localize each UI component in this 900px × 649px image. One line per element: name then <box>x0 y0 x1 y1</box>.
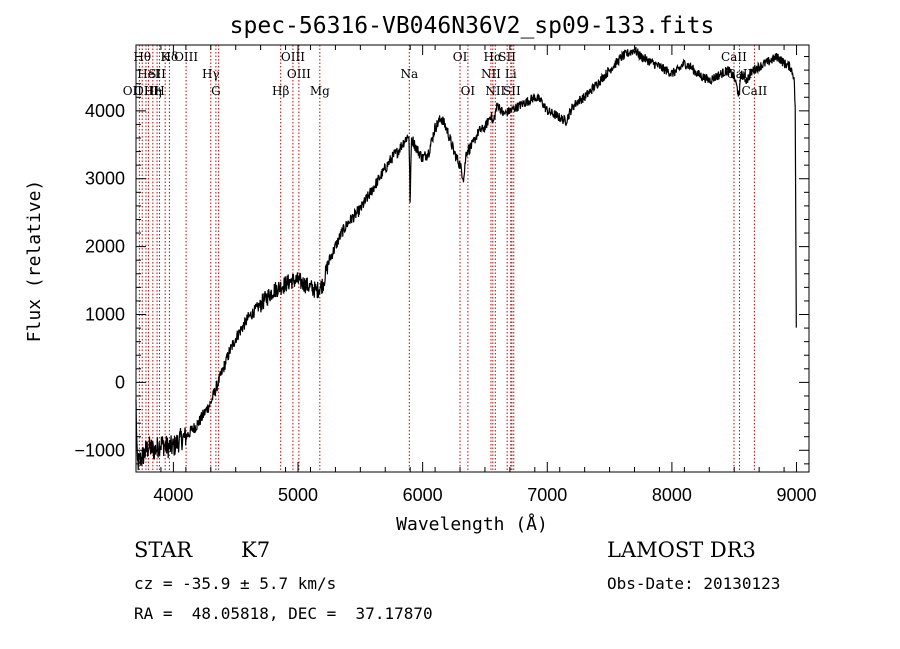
x-tick-label: 6000 <box>403 485 443 505</box>
y-tick-label: 2000 <box>85 237 125 257</box>
line-marker-label: OII <box>123 84 143 98</box>
line-marker-label: G <box>211 84 221 98</box>
line-marker-label: OI <box>461 84 476 98</box>
x-tick-label: 4000 <box>153 485 193 505</box>
x-tick-label: 7000 <box>527 485 567 505</box>
line-marker-label: NII <box>481 67 501 81</box>
object-subclass: K7 <box>241 538 271 562</box>
x-tick-label: 5000 <box>278 485 318 505</box>
y-tick-label: −1000 <box>74 440 125 460</box>
line-marker-label: Hβ <box>272 84 289 98</box>
line-marker-label: SII <box>498 50 516 64</box>
line-marker-label: Hθ <box>133 50 151 64</box>
line-marker-label: K <box>161 50 171 64</box>
line-marker-label: OIII <box>174 50 198 64</box>
line-marker-label: OIII <box>287 67 311 81</box>
line-marker-label: H <box>154 84 164 98</box>
y-axis-label: Flux (relative) <box>24 180 45 343</box>
line-marker-label: Hα <box>484 50 503 64</box>
line-marker-label: Na <box>400 67 418 81</box>
coordinates: RA = 48.05818, DEC = 37.17870 <box>134 604 433 623</box>
y-axis-ticks: −1000 0 1000 2000 3000 4000 <box>74 56 809 465</box>
plot-frame <box>135 44 810 473</box>
x-axis-ticks: 4000 5000 6000 7000 8000 9000 <box>135 45 817 505</box>
line-marker-label: Li <box>505 67 517 81</box>
line-marker-label: Mg <box>310 84 330 98</box>
line-marker-label: OIII <box>281 50 305 64</box>
y-tick-label: 1000 <box>85 305 125 325</box>
spectrum-line <box>135 46 797 471</box>
line-marker-label: CaII <box>721 50 747 64</box>
line-marker-label: SII <box>503 84 521 98</box>
line-marker-label: NII <box>485 84 505 98</box>
x-axis-label: Wavelength (Å) <box>396 513 548 535</box>
survey-name: LAMOST DR3 <box>607 538 756 562</box>
line-marker-label: SII <box>148 67 166 81</box>
line-marker-label: CaII <box>741 84 767 98</box>
x-tick-label: 8000 <box>652 485 692 505</box>
line-marker-label: HeI <box>137 67 160 81</box>
line-marker-label: OIII <box>134 84 158 98</box>
line-marker-label: OI <box>453 50 468 64</box>
line-marker-label: Hη <box>144 84 162 98</box>
redshift-cz: cz = -35.9 ± 5.7 km/s <box>134 574 337 593</box>
y-tick-label: 0 <box>115 372 125 392</box>
line-marker-label: Hγ <box>202 67 220 81</box>
y-tick-label: 3000 <box>85 169 125 189</box>
observation-date: Obs-Date: 20130123 <box>607 574 781 593</box>
object-class: STAR <box>134 538 193 562</box>
x-tick-label: 9000 <box>777 485 817 505</box>
chart-title: spec-56316-VB046N36V2_sp09-133.fits <box>230 13 715 39</box>
y-tick-label: 4000 <box>85 101 125 121</box>
line-markers <box>138 45 755 472</box>
